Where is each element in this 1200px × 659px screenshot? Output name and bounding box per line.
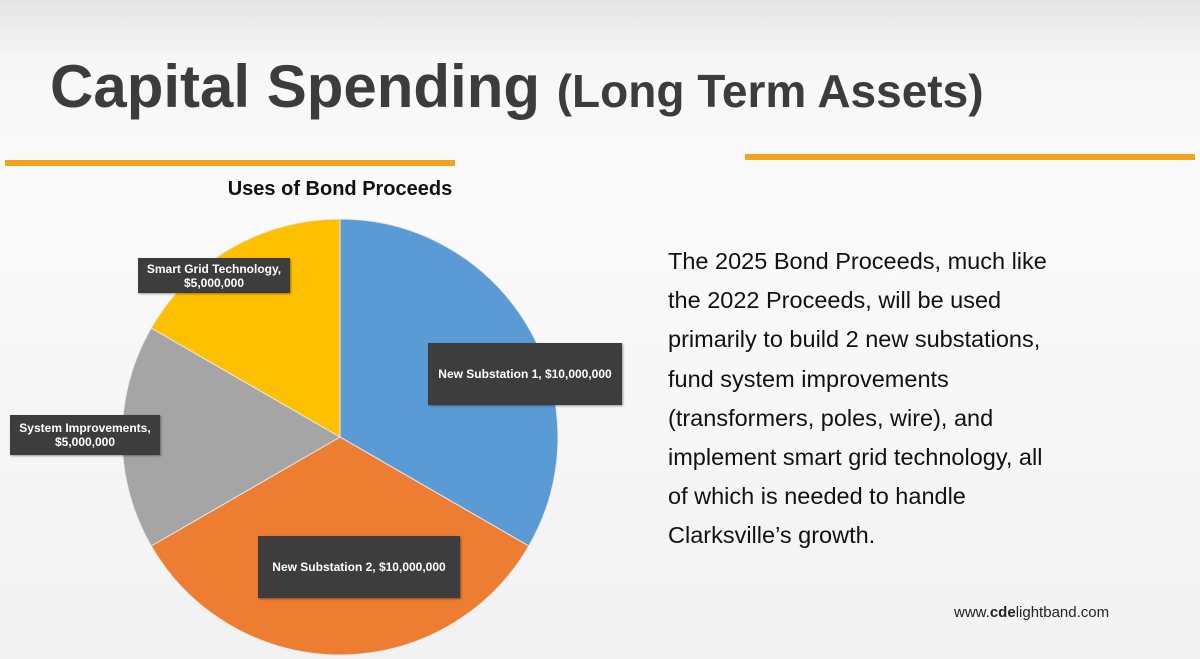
body-line: of which is needed to handle (668, 483, 966, 510)
accent-rule (5, 160, 455, 166)
slide-title: Capital Spending (Long Term Assets) (50, 52, 984, 121)
data-label: New Substation 2, $10,000,000 (258, 536, 460, 598)
body-line: (transformers, poles, wire), and (668, 404, 994, 431)
body-line: implement smart grid technology, all (668, 444, 1043, 471)
url-part: lightband.com (1015, 604, 1110, 621)
body-line: Clarksville’s growth. (668, 522, 876, 549)
accent-rule (745, 154, 1195, 160)
url-part: www. (954, 604, 990, 621)
footer-url: www.cdelightband.com (954, 604, 1109, 621)
body-line: The 2025 Bond Proceeds, much like (668, 248, 1047, 274)
body-line: primarily to build 2 new substations, (668, 326, 1041, 353)
title-sub: (Long Term Assets) (556, 65, 984, 117)
body-text: The 2025 Bond Proceeds, much like the 202… (668, 242, 1047, 556)
title-main: Capital Spending (50, 53, 541, 120)
data-label: System Improvements, $5,000,000 (10, 415, 160, 455)
body-line: fund system improvements (668, 365, 949, 392)
data-label: Smart Grid Technology, $5,000,000 (138, 258, 290, 293)
url-part: cde (989, 604, 1016, 621)
data-label: New Substation 1, $10,000,000 (428, 343, 622, 405)
body-line: the 2022 Proceeds, will be used (668, 287, 1002, 314)
chart-title: Uses of Bond Proceeds (227, 178, 453, 200)
